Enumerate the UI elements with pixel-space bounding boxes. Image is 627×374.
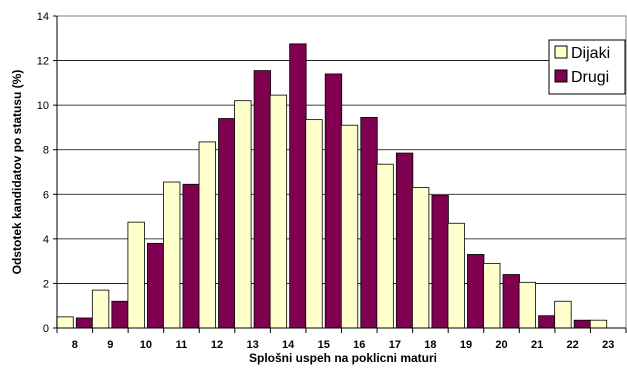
x-tick-label-21: 21 <box>531 339 543 351</box>
bar-dijaki-13 <box>234 100 252 329</box>
x-tick-label-23: 23 <box>602 339 614 351</box>
bar-dijaki-22 <box>554 300 572 329</box>
legend-box <box>548 39 626 95</box>
bar-drugi-10 <box>147 242 165 329</box>
x-tick-label-11: 11 <box>176 339 188 351</box>
bar-drugi-11 <box>182 183 200 329</box>
x-tick-label-9: 9 <box>107 339 113 351</box>
x-tick-label-10: 10 <box>140 339 152 351</box>
tick-labels: 0 2 4 6 8 10 12 14 8 9 10 11 12 13 14 15 16 17 18 19 20 21 22 2… <box>37 11 615 351</box>
bar-drugi-8 <box>75 317 94 329</box>
x-tick-label-16: 16 <box>353 339 365 351</box>
x-tick-label-14: 14 <box>282 339 295 351</box>
bar-dijaki-14 <box>269 94 288 329</box>
y-tick-label-4: 4 <box>43 234 49 246</box>
bar-drugi-19 <box>467 254 485 329</box>
bar-dijaki-15 <box>305 119 323 329</box>
legend: Dijaki Drugi <box>548 39 626 95</box>
bar-drugi-20 <box>502 274 520 329</box>
x-axis-title: Splošni uspeh na poklicni maturi <box>249 351 437 365</box>
bar-drugi-14 <box>289 43 307 329</box>
y-tick-label-6: 6 <box>43 189 49 201</box>
y-tick-label-2: 2 <box>43 278 49 290</box>
bar-dijaki-20 <box>483 262 501 329</box>
x-tick-label-22: 22 <box>567 339 579 351</box>
y-tick-label-14: 14 <box>37 11 49 23</box>
x-tick-label-19: 19 <box>460 339 472 351</box>
bar-dijaki-21 <box>518 281 536 329</box>
bar-dijaki-18 <box>412 187 430 329</box>
y-tick-label-12: 12 <box>37 56 49 68</box>
bar-dijaki-9 <box>91 289 110 329</box>
legend-label-dijaki: Dijaki <box>571 45 610 62</box>
bar-drugi-18 <box>431 194 449 329</box>
bar-drugi-13 <box>253 70 271 329</box>
y-tick-label-8: 8 <box>43 145 49 157</box>
bar-dijaki-10 <box>127 221 145 329</box>
axes <box>53 15 627 333</box>
x-tick-label-12: 12 <box>211 339 223 351</box>
bar-drugi-16 <box>360 117 378 329</box>
bar-dijaki-8 <box>56 316 74 329</box>
legend-label-drugi: Drugi <box>571 69 609 86</box>
x-tick-label-15: 15 <box>318 339 330 351</box>
bar-drugi-21 <box>538 315 556 329</box>
bar-dijaki-23 <box>589 319 608 329</box>
y-tick-label-10: 10 <box>37 100 49 112</box>
y-axis-title: Odstotek kandidatov po statusu (%) <box>10 70 24 275</box>
x-tick-label-17: 17 <box>389 339 401 351</box>
bar-dijaki-17 <box>376 163 394 329</box>
bar-drugi-22 <box>573 319 592 329</box>
bar-dijaki-11 <box>163 181 181 329</box>
bar-dijaki-19 <box>447 222 465 329</box>
y-tick-label-0: 0 <box>43 323 49 335</box>
x-tick-label-18: 18 <box>424 339 436 351</box>
bar-drugi-15 <box>324 73 343 329</box>
legend-items: Dijaki Drugi <box>554 45 610 86</box>
bar-drugi-12 <box>218 118 236 329</box>
x-tick-label-13: 13 <box>246 339 258 351</box>
bar-drugi-9 <box>111 300 129 329</box>
bar-dijaki-12 <box>198 141 216 329</box>
bar-drugi-17 <box>395 152 414 329</box>
legend-swatch-drugi <box>554 69 568 83</box>
bars <box>56 43 608 329</box>
legend-swatch-dijaki <box>554 45 568 59</box>
x-tick-label-8: 8 <box>72 339 78 351</box>
x-tick-label-20: 20 <box>495 339 507 351</box>
bar-dijaki-16 <box>340 124 359 329</box>
